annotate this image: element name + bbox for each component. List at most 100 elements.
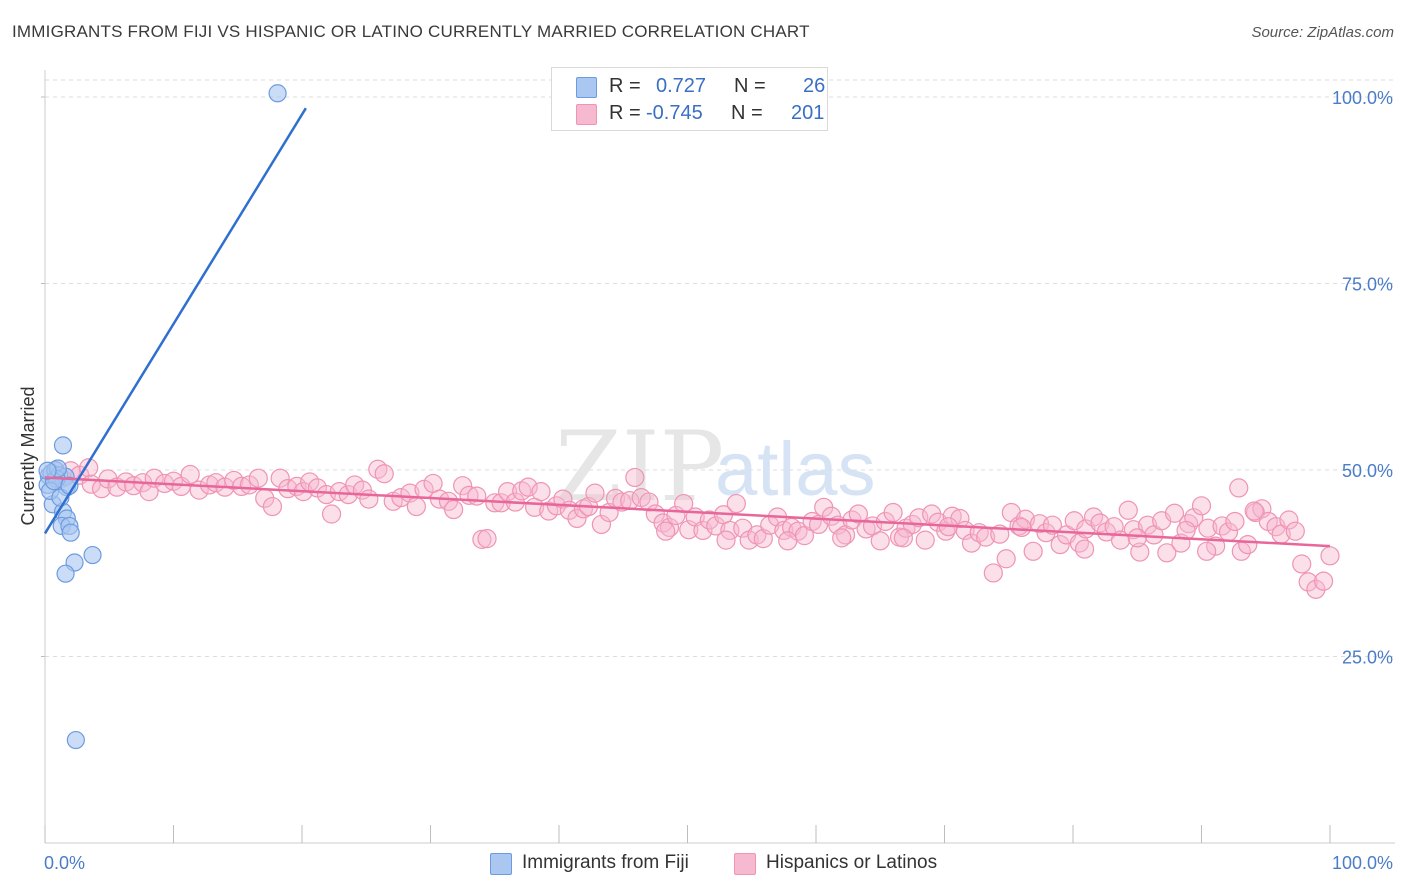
fiji-point	[56, 564, 75, 583]
hispanic-point	[270, 468, 290, 488]
legend-n-label: N =	[734, 75, 766, 97]
hispanic-points	[45, 458, 1340, 599]
hispanic-point	[359, 489, 379, 509]
hispanic-point	[585, 483, 605, 503]
hispanic-point	[774, 520, 794, 541]
legend-r-label: R =	[609, 102, 641, 124]
watermark-atlas: atlas	[715, 427, 876, 512]
hispanic-point	[467, 486, 487, 506]
hispanic-point	[477, 529, 497, 549]
hispanic-point	[1130, 542, 1150, 562]
hispanic-point	[706, 516, 726, 536]
hispanic-point	[848, 504, 869, 524]
hispanic-point	[909, 508, 929, 528]
hispanic-point	[870, 531, 890, 551]
hispanic-point	[612, 492, 632, 512]
source-label: Source: ZipAtlas.com	[1251, 24, 1394, 41]
hispanic-point	[591, 514, 612, 535]
hispanic-point	[679, 520, 699, 540]
hispanic-point	[1074, 539, 1095, 559]
y-tick-label: 75.0%	[1342, 275, 1393, 295]
hispanic-point	[1011, 517, 1032, 538]
hispanic-point	[498, 482, 518, 502]
hispanic-point	[1197, 541, 1217, 561]
hispanic-point	[1306, 579, 1326, 599]
hispanic-point	[778, 531, 798, 551]
hispanic-point	[406, 496, 426, 517]
hispanic-point	[1127, 528, 1147, 548]
hispanic-point	[1198, 518, 1218, 538]
hispanic-point	[915, 530, 935, 550]
watermark: ZIP atlas	[555, 411, 876, 523]
hispanic-point	[1164, 503, 1185, 523]
hispanic-point	[1157, 543, 1177, 563]
hispanic-point	[1229, 478, 1249, 498]
hispanic-point	[656, 521, 676, 541]
legend-n-value: 26	[803, 75, 826, 97]
fiji-legend-swatch	[490, 853, 512, 875]
hispanic-point	[1320, 546, 1340, 566]
watermark-zip: ZIP	[555, 411, 724, 523]
fiji-point	[83, 545, 102, 565]
hispanic-point	[1176, 520, 1196, 541]
hispanic-point	[1313, 571, 1334, 591]
hispanic-point	[625, 467, 645, 488]
hispanic-point	[1191, 496, 1212, 516]
hispanic-point	[321, 504, 342, 524]
hispanic-point	[444, 499, 464, 520]
hispanic-point	[1050, 534, 1070, 555]
hispanic-trend-line	[44, 476, 1331, 548]
hispanic-point	[1279, 510, 1299, 530]
hispanic-legend-label: Hispanics or Latinos	[766, 852, 938, 873]
fiji-point	[268, 84, 287, 103]
hispanic-point	[726, 493, 746, 514]
hispanic-point	[1252, 499, 1272, 519]
hispanic-point	[1069, 533, 1090, 553]
hispanic-point	[472, 529, 492, 549]
hispanic-point	[518, 477, 538, 497]
fiji-trend-line	[43, 107, 307, 535]
fiji-point	[61, 523, 80, 542]
hispanic-point	[248, 468, 268, 488]
legend-r-value: 0.727	[656, 75, 707, 97]
hispanic-point	[1244, 501, 1264, 521]
hispanic-point	[1036, 523, 1056, 543]
hispanic-point	[1042, 515, 1063, 535]
axis-labels: 100.0% 75.0% 50.0% 25.0% 0.0% 100.0% Currently…	[18, 88, 1393, 873]
legend-r-label: R =	[609, 75, 641, 97]
axes	[41, 70, 1395, 844]
hispanic-point	[893, 528, 913, 548]
fiji-point	[66, 730, 85, 750]
y-tick-label: 100.0%	[1332, 88, 1393, 108]
hispanic-point	[832, 528, 852, 548]
hispanic-point	[1292, 554, 1312, 574]
x-tick-label-max: 100.0%	[1332, 853, 1393, 873]
legend-n-value: 201	[791, 102, 825, 124]
hispanic-point	[453, 476, 473, 496]
fiji-point	[53, 436, 73, 455]
hispanic-point	[1118, 500, 1138, 520]
hispanic-point	[553, 489, 573, 509]
hispanic-point	[996, 549, 1016, 569]
fiji-point	[38, 461, 57, 480]
hispanic-point	[1285, 521, 1305, 541]
fiji-legend-label: Immigrants from Fiji	[522, 852, 689, 873]
hispanic-legend-swatch	[734, 853, 756, 875]
gridlines	[45, 79, 1395, 657]
hispanic-point	[961, 533, 982, 553]
hispanic-point	[1023, 541, 1043, 561]
hispanic-point	[693, 520, 713, 541]
hispanic-point	[262, 496, 283, 517]
chart-title: IMMIGRANTS FROM FIJI VS HISPANIC OR LATI…	[12, 22, 810, 41]
trend-lines	[43, 107, 1331, 548]
legend-n-label: N =	[731, 102, 763, 124]
hispanic-point	[180, 464, 200, 485]
hispanic-point	[1137, 515, 1158, 535]
hispanic-swatch	[576, 104, 597, 125]
hispanic-point	[531, 482, 551, 502]
hispanic-point	[639, 492, 659, 512]
x-tick-label-min: 0.0%	[44, 853, 85, 873]
hispanic-point	[716, 530, 736, 550]
fiji-points	[38, 84, 287, 750]
